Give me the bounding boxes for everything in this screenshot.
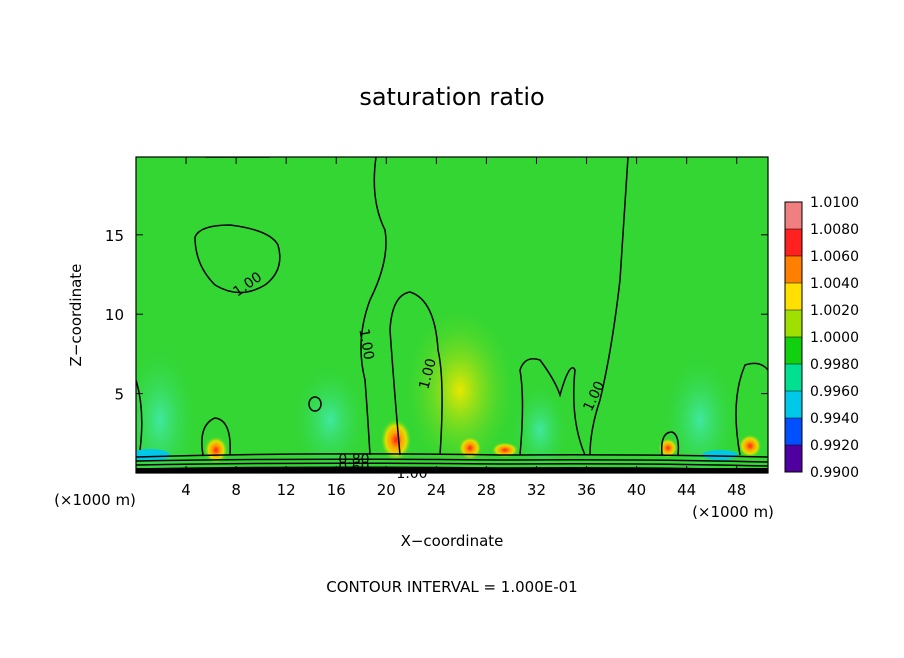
contour-label: 1.00 (416, 357, 440, 391)
colorbar-label: 1.0060 (810, 249, 859, 265)
x-tick-label: 4 (181, 481, 191, 499)
x-tick-label: 8 (231, 481, 241, 499)
colorbar-label: 1.0080 (810, 222, 859, 238)
y-tick-label: 15 (105, 227, 124, 245)
x-tick-label: 16 (327, 481, 346, 499)
x-tick-label: 40 (627, 481, 646, 499)
y-axis-label: Z−coordinate (67, 264, 85, 367)
colorbar-segment (785, 418, 802, 445)
x-tick-label: 36 (577, 481, 596, 499)
colorbar-label: 1.0000 (810, 330, 859, 346)
x-tick-label: 32 (527, 481, 546, 499)
colorbar-label: 1.0040 (810, 276, 859, 292)
colorbar-label: 0.9940 (810, 411, 859, 427)
x-tick-label: 20 (377, 481, 396, 499)
chart-title: saturation ratio (359, 83, 544, 111)
y-unit-label: (×1000 m) (54, 491, 136, 509)
colorbar-segment (785, 256, 802, 283)
x-unit-label: (×1000 m) (692, 503, 774, 521)
footer: CONTOUR INTERVAL = 1.000E-01 (326, 578, 577, 596)
y-tick-label: 5 (114, 386, 124, 404)
colorbar-segment (785, 202, 802, 229)
colorbar-label: 0.9960 (810, 384, 859, 400)
field (136, 157, 768, 473)
x-axis-label: X−coordinate (401, 532, 504, 550)
colorbar-label: 0.9920 (810, 438, 859, 454)
colorbar-segment (785, 283, 802, 310)
colorbar-label: 0.9980 (810, 357, 859, 373)
x-tick-label: 48 (727, 481, 746, 499)
colorbar-label: 1.0020 (810, 303, 859, 319)
x-tick-label: 24 (427, 481, 446, 499)
colorbar-label: 0.9900 (810, 465, 859, 481)
colorbar-label: 1.0100 (810, 195, 859, 211)
contour-label: 1.00 (396, 466, 427, 482)
contour-label: 0.80 (338, 452, 369, 468)
x-tick-label: 44 (677, 481, 696, 499)
colorbar-segment (785, 337, 802, 364)
y-tick-label: 10 (105, 306, 124, 324)
colorbar-segment (785, 364, 802, 391)
contour-label: 1.00 (355, 328, 376, 361)
contour-label: 0.60 (338, 460, 369, 476)
colorbar-segment (785, 445, 802, 472)
x-tick-label: 28 (477, 481, 496, 499)
colorbar-segment (785, 391, 802, 418)
plot-frame (135, 156, 769, 474)
x-tick-label: 12 (277, 481, 296, 499)
colorbar-segment (785, 310, 802, 337)
colorbar-segment (785, 229, 802, 256)
